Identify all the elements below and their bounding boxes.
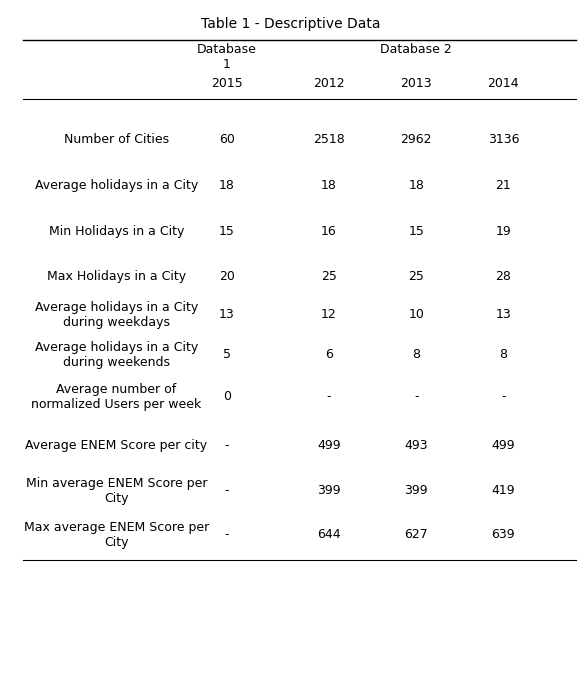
Text: 16: 16 bbox=[321, 225, 337, 237]
Text: 8: 8 bbox=[412, 349, 420, 361]
Text: 627: 627 bbox=[404, 528, 428, 541]
Text: 13: 13 bbox=[495, 308, 512, 321]
Text: Number of Cities: Number of Cities bbox=[64, 133, 169, 145]
Text: 3136: 3136 bbox=[488, 133, 519, 145]
Text: Database
1: Database 1 bbox=[197, 43, 257, 71]
Text: 15: 15 bbox=[219, 225, 235, 237]
Text: Min average ENEM Score per
City: Min average ENEM Score per City bbox=[26, 477, 207, 505]
Text: Average holidays in a City: Average holidays in a City bbox=[35, 180, 198, 192]
Text: 25: 25 bbox=[321, 270, 337, 283]
Text: 8: 8 bbox=[499, 349, 508, 361]
Text: 28: 28 bbox=[495, 270, 512, 283]
Text: 639: 639 bbox=[492, 528, 515, 541]
Text: 15: 15 bbox=[408, 225, 424, 237]
Text: Max Holidays in a City: Max Holidays in a City bbox=[47, 270, 186, 283]
Text: -: - bbox=[225, 439, 229, 452]
Text: 419: 419 bbox=[492, 484, 515, 497]
Text: 399: 399 bbox=[404, 484, 428, 497]
Text: 60: 60 bbox=[219, 133, 235, 145]
Text: Min Holidays in a City: Min Holidays in a City bbox=[49, 225, 184, 237]
Text: 18: 18 bbox=[219, 180, 235, 192]
Text: 499: 499 bbox=[317, 439, 340, 452]
Text: 10: 10 bbox=[408, 308, 424, 321]
Text: 2013: 2013 bbox=[400, 77, 432, 90]
Text: -: - bbox=[414, 390, 418, 403]
Text: 493: 493 bbox=[404, 439, 428, 452]
Text: 20: 20 bbox=[219, 270, 235, 283]
Text: 0: 0 bbox=[223, 390, 231, 403]
Text: 499: 499 bbox=[492, 439, 515, 452]
Text: 5: 5 bbox=[223, 349, 231, 361]
Text: 13: 13 bbox=[219, 308, 235, 321]
Text: 2015: 2015 bbox=[211, 77, 243, 90]
Text: Average number of
normalized Users per week: Average number of normalized Users per w… bbox=[31, 383, 201, 411]
Text: Table 1 - Descriptive Data: Table 1 - Descriptive Data bbox=[201, 17, 381, 31]
Text: -: - bbox=[501, 390, 506, 403]
Text: 18: 18 bbox=[321, 180, 337, 192]
Text: 25: 25 bbox=[408, 270, 424, 283]
Text: Database 2: Database 2 bbox=[380, 43, 452, 56]
Text: 644: 644 bbox=[317, 528, 340, 541]
Text: -: - bbox=[225, 484, 229, 497]
Text: 21: 21 bbox=[495, 180, 512, 192]
Text: 399: 399 bbox=[317, 484, 340, 497]
Text: Max average ENEM Score per
City: Max average ENEM Score per City bbox=[24, 521, 209, 548]
Text: Average holidays in a City
during weekdays: Average holidays in a City during weekda… bbox=[35, 301, 198, 329]
Text: -: - bbox=[225, 528, 229, 541]
Text: 2518: 2518 bbox=[313, 133, 345, 145]
Text: 19: 19 bbox=[495, 225, 512, 237]
Text: Average holidays in a City
during weekends: Average holidays in a City during weeken… bbox=[35, 341, 198, 369]
Text: 2012: 2012 bbox=[313, 77, 345, 90]
Text: -: - bbox=[327, 390, 331, 403]
Text: 18: 18 bbox=[408, 180, 424, 192]
Text: 2962: 2962 bbox=[400, 133, 432, 145]
Text: 2014: 2014 bbox=[488, 77, 519, 90]
Text: 12: 12 bbox=[321, 308, 337, 321]
Text: Average ENEM Score per city: Average ENEM Score per city bbox=[26, 439, 207, 452]
Text: 6: 6 bbox=[325, 349, 333, 361]
